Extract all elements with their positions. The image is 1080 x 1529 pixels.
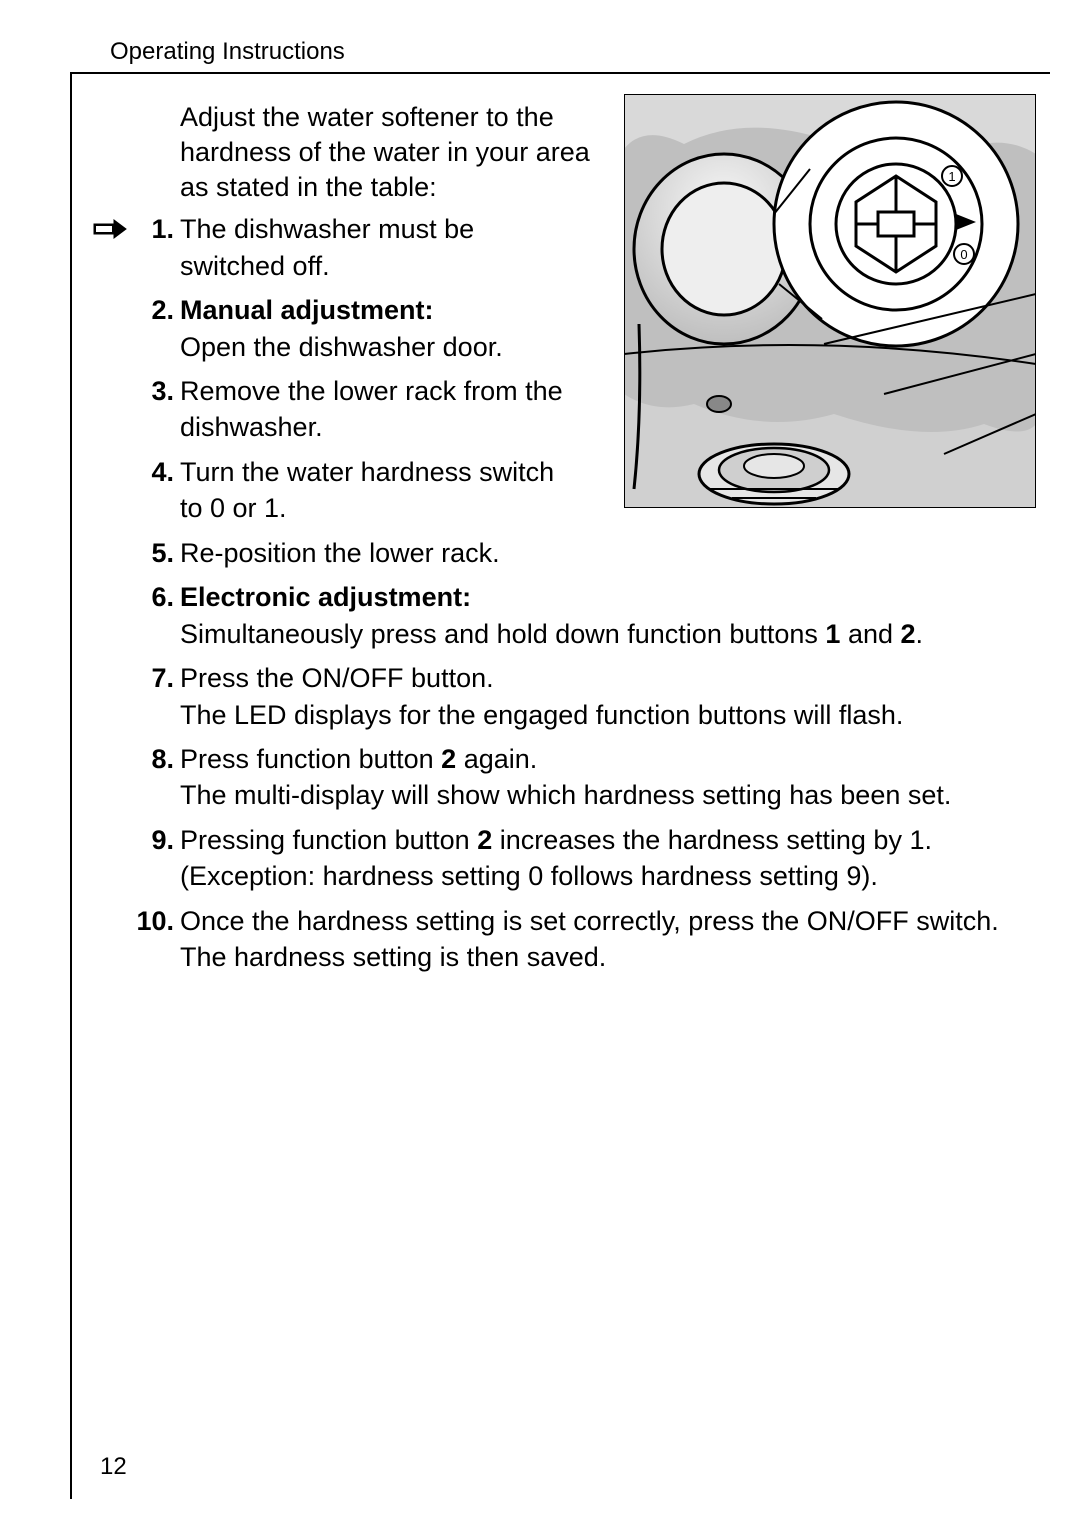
step-text: Press function button 2 again.The multi-… <box>180 741 1030 814</box>
svg-text:1: 1 <box>948 169 955 184</box>
step-bold: Electronic adjustment: <box>180 582 471 612</box>
step-text: Press the ON/OFF button.The LED displays… <box>180 660 1030 733</box>
step-number: 4. <box>134 454 174 490</box>
step-5: 5. Re-position the lower rack. <box>110 535 1030 571</box>
step-6: 6. Electronic adjustment: Simultaneously… <box>110 579 1030 652</box>
intro-paragraph: Adjust the water softener to the hardnes… <box>180 100 600 205</box>
frame-top <box>70 72 1050 74</box>
step-number: 6. <box>134 579 174 615</box>
step-7: 7. Press the ON/OFF button.The LED displ… <box>110 660 1030 733</box>
frame-left <box>70 72 72 1499</box>
step-rest: Open the dishwasher door. <box>180 332 503 362</box>
step-number: 3. <box>134 373 174 409</box>
step-text: Once the hardness setting is set correct… <box>180 903 1030 976</box>
step-number: 1. <box>134 211 174 247</box>
running-header: Operating Instructions <box>110 38 345 66</box>
step-number: 5. <box>134 535 174 571</box>
step-text: Electronic adjustment: Simultaneously pr… <box>180 579 1030 652</box>
step-text: Remove the lower rack from the dishwashe… <box>180 373 580 446</box>
pointing-hand-icon <box>92 213 128 235</box>
step-10: 10. Once the hardness setting is set cor… <box>110 903 1030 976</box>
step-text: Turn the water hardness switch to 0 or 1… <box>180 454 580 527</box>
page-number: 12 <box>100 1453 127 1481</box>
step-rest: Simultaneously press and hold down funct… <box>180 619 923 649</box>
dishwasher-dial-figure: 1 0 <box>624 94 1036 508</box>
step-bold: Manual adjustment: <box>180 295 434 325</box>
step-text: Pressing function button 2 increases the… <box>180 822 1030 895</box>
svg-text:0: 0 <box>960 247 967 262</box>
step-8: 8. Press function button 2 again.The mul… <box>110 741 1030 814</box>
step-number: 8. <box>134 741 174 777</box>
step-9: 9. Pressing function button 2 increases … <box>110 822 1030 895</box>
step-number: 9. <box>134 822 174 858</box>
step-number: 7. <box>134 660 174 696</box>
step-number: 10. <box>134 903 174 939</box>
step-text: Manual adjustment: Open the dishwasher d… <box>180 292 580 365</box>
step-text: Re-position the lower rack. <box>180 535 580 571</box>
page: Operating Instructions Adjust the water … <box>0 0 1080 1529</box>
step-number: 2. <box>134 292 174 328</box>
step-text: The dishwasher must be switched off. <box>180 211 580 284</box>
